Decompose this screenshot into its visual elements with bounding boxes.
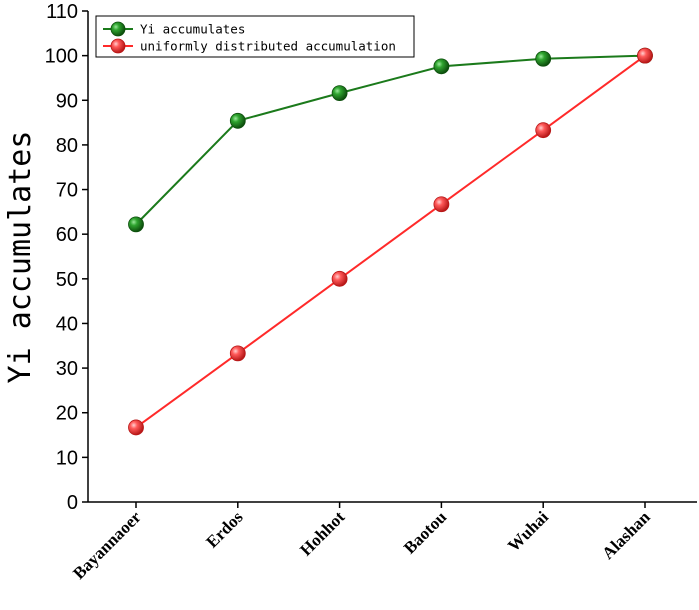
legend-label-yi: Yi accumulates [140,22,245,37]
x-tick-label: Baotou [400,507,450,557]
x-tick-label: Wuhai [504,507,552,555]
y-tick-label: 70 [56,180,78,202]
legend-label-uniform: uniformly distributed accumulation [140,39,396,54]
data-point-yi-accumulates [331,85,348,102]
y-tick-label: 0 [67,492,78,514]
x-tick-label: Alashan [598,507,654,563]
data-point-uniform-accumulation [637,47,653,64]
y-tick-label: 80 [56,135,78,157]
legend-marker-yi [110,21,126,37]
x-tick-label: Bayannaoer [69,507,145,583]
y-tick-label: 100 [45,46,78,68]
y-tick-label: 30 [56,358,78,380]
y-tick-label: 20 [56,403,78,425]
y-tick-label: 50 [56,269,78,291]
data-point-yi-accumulates [433,58,450,75]
y-tick-label: 110 [46,1,78,23]
y-axis-title: Yi accumulates [3,131,38,384]
data-point-uniform-accumulation [433,196,450,213]
data-point-uniform-accumulation [229,345,246,362]
series-layer [128,47,653,436]
legend: Yi accumulates uniformly distributed acc… [95,15,415,58]
data-point-uniform-accumulation [128,419,144,436]
legend-box [95,15,415,58]
y-tick-label: 90 [56,90,78,112]
data-point-uniform-accumulation [331,270,348,287]
data-point-yi-accumulates [535,50,552,67]
y-tick-label: 10 [56,447,78,469]
legend-marker-uniform [110,38,126,54]
x-tick-label: Erdos [202,507,246,551]
y-tick-label: 40 [56,313,78,335]
data-point-uniform-accumulation [535,122,552,139]
series-line-yi-accumulates [135,54,646,226]
data-point-yi-accumulates [128,216,144,233]
y-tick-label: 60 [56,224,78,246]
data-point-yi-accumulates [229,112,246,129]
series-line-uniform-accumulation [135,54,646,429]
x-tick-label: Hohhot [296,507,348,559]
